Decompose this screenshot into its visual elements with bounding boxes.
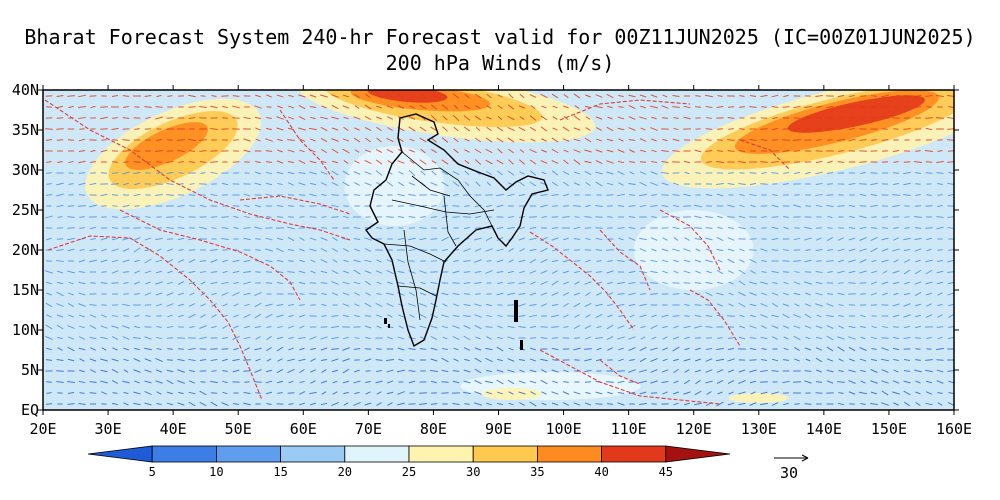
lon-tick-label: 140E [806, 420, 842, 438]
lon-tick-label: 20E [29, 420, 56, 438]
lat-tick-label: 25N [12, 201, 39, 219]
colorbar-segment [344, 445, 410, 463]
colorbar-label: 45 [659, 465, 673, 479]
colorbar: 5 10 15 20 25 30 35 40 45 [87, 445, 731, 479]
lat-tick-label: 15N [12, 281, 39, 299]
lon-tick-label: 70E [355, 420, 382, 438]
reference-vector: 30 [774, 454, 809, 482]
reference-vector-label: 30 [780, 464, 798, 482]
wind-speed-shading [85, 90, 954, 403]
lat-tick-label: 40N [12, 81, 39, 99]
colorbar-label: 40 [594, 465, 608, 479]
colorbar-segment [408, 445, 474, 463]
lat-tick-label: 30N [12, 161, 39, 179]
chart-subtitle: 200 hPa Winds (m/s) [385, 51, 615, 75]
colorbar-label: 15 [273, 465, 287, 479]
lon-tick-label: 150E [871, 420, 907, 438]
colorbar-segment [665, 445, 731, 463]
lat-tick-label: 5N [21, 361, 39, 379]
colorbar-label: 5 [149, 465, 156, 479]
lon-tick-label: 160E [936, 420, 972, 438]
colorbar-segment [537, 445, 603, 463]
y-axis: EQ 5N 10N 15N 20N 25N 30N 35N 40N [12, 81, 959, 419]
colorbar-segment [280, 445, 346, 463]
colorbar-label: 10 [209, 465, 223, 479]
colorbar-label: 35 [530, 465, 544, 479]
colorbar-segment [87, 445, 153, 463]
lon-tick-label: 120E [676, 420, 712, 438]
wind-vectors [45, 93, 954, 407]
lat-tick-label: 20N [12, 241, 39, 259]
country-boundaries [44, 99, 791, 405]
lon-tick-label: 60E [290, 420, 317, 438]
lon-tick-label: 90E [485, 420, 512, 438]
lon-tick-label: 30E [95, 420, 122, 438]
lat-tick-label: 35N [12, 121, 39, 139]
x-axis: 20E 30E 40E 50E 60E 70E 80E 90E 100E 110E 120E 130E… [29, 85, 972, 438]
chart-title: Bharat Forecast System 240-hr Forecast v… [24, 25, 976, 49]
lat-tick-label: EQ [21, 401, 39, 419]
lat-tick-label: 10N [12, 321, 39, 339]
india-state-lines [383, 151, 495, 321]
lon-tick-label: 130E [741, 420, 777, 438]
colorbar-segment [151, 445, 217, 463]
lon-tick-label: 110E [611, 420, 647, 438]
lon-tick-label: 50E [225, 420, 252, 438]
lon-tick-label: 40E [160, 420, 187, 438]
lon-tick-label: 100E [546, 420, 582, 438]
lon-tick-label: 80E [420, 420, 447, 438]
colorbar-label: 20 [338, 465, 352, 479]
colorbar-label: 25 [402, 465, 416, 479]
colorbar-segment [472, 445, 538, 463]
colorbar-label: 30 [466, 465, 480, 479]
india-outline [364, 113, 549, 348]
colorbar-segment [601, 445, 667, 463]
colorbar-segment [215, 445, 281, 463]
islands [384, 300, 523, 350]
